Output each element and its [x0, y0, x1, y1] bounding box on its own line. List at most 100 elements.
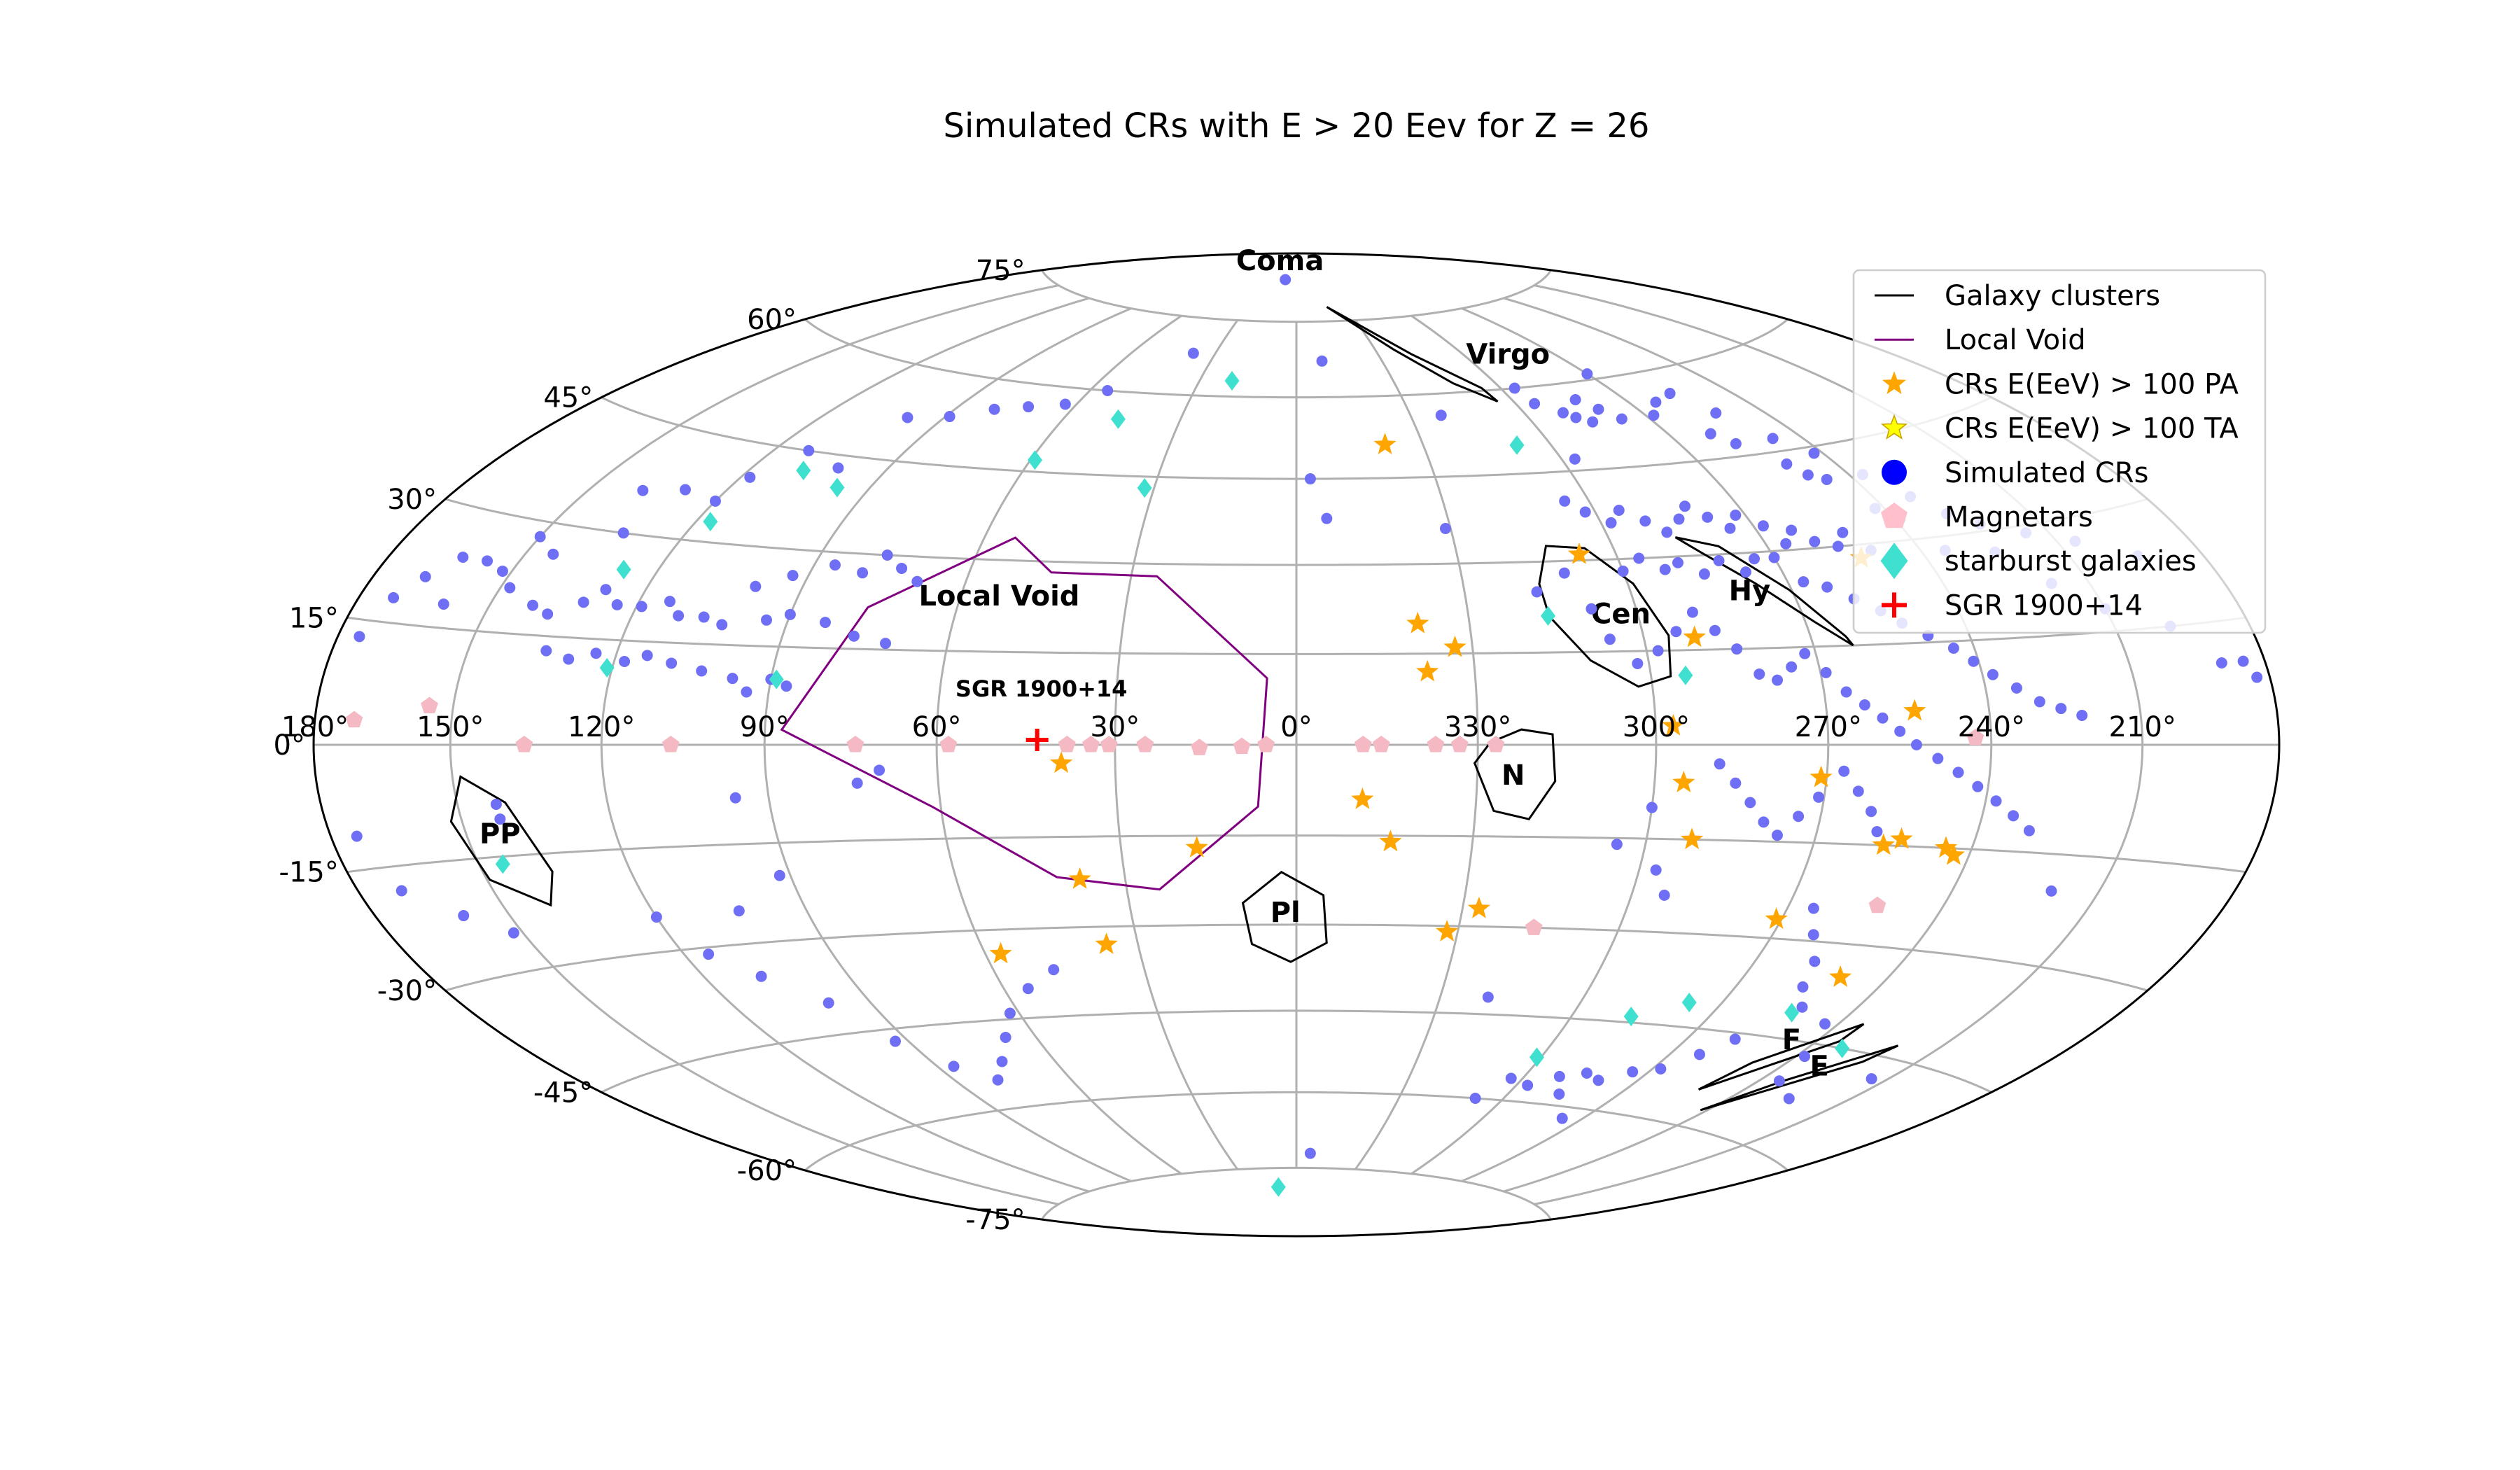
simulated-cr-point	[716, 619, 728, 631]
latitude-tick-label: -75°	[965, 1204, 1025, 1236]
simulated-cr-point	[709, 495, 721, 507]
simulated-cr-point	[590, 648, 602, 659]
simulated-cr-point	[507, 927, 519, 939]
cr-pa-point	[1049, 751, 1073, 774]
latitude-tick-label: -15°	[279, 857, 338, 889]
simulated-cr-point	[1646, 802, 1658, 813]
simulated-cr-point	[1639, 515, 1651, 527]
grid-meridian	[763, 307, 1132, 1182]
simulated-cr-point	[611, 598, 623, 610]
simulated-cr-point	[780, 680, 792, 692]
cr-pa-point	[1942, 843, 1965, 865]
simulated-cr-point	[1658, 889, 1670, 901]
simulated-cr-point	[1932, 752, 1944, 764]
legend-entry: Magnetars	[1881, 501, 2093, 533]
grid-meridian	[1461, 307, 1830, 1182]
simulated-cr-point	[822, 997, 834, 1009]
simulated-cr-point	[1871, 826, 1883, 838]
magnetar-point	[662, 736, 680, 752]
legend-entry: Simulated CRs	[1882, 457, 2148, 489]
latitude-tick-label: -60°	[737, 1155, 797, 1187]
magnetar-point	[1136, 736, 1154, 752]
simulated-cr-point	[2023, 825, 2035, 836]
starburst-galaxy-point	[1623, 1007, 1639, 1027]
simulated-cr-point	[1505, 1072, 1517, 1084]
simulated-cr-point	[832, 462, 844, 474]
magnetar-point	[1372, 736, 1390, 752]
longitude-tick-label: 330°	[1444, 711, 1511, 743]
legend-entry: CRs E(EeV) > 100 PA	[1882, 368, 2239, 400]
starburst-galaxy-point	[1027, 450, 1042, 470]
simulated-cr-point	[1730, 777, 1742, 789]
simulated-cr-point	[879, 638, 891, 650]
cr-pa-point	[1890, 827, 1913, 849]
simulated-cr-point	[1553, 1088, 1565, 1100]
cluster-outline	[1538, 545, 1672, 688]
magnetar-point	[846, 736, 864, 752]
cluster-label: Hy	[1729, 575, 1771, 607]
starburst-galaxy-point	[1678, 665, 1693, 685]
legend-diamond-swatch	[1880, 542, 1908, 580]
simulated-cr-point	[1187, 347, 1199, 359]
simulated-cr-point	[641, 650, 653, 662]
cr-pa-point	[1185, 836, 1208, 858]
simulated-cr-point	[1852, 785, 1864, 797]
simulated-cr-point	[1304, 473, 1316, 485]
simulated-cr-point	[1004, 1007, 1016, 1019]
legend-entry: Galaxy clusters	[1875, 280, 2160, 312]
cluster-label: F	[1782, 1024, 1801, 1056]
magnetar-point	[421, 696, 438, 713]
simulated-cr-point	[1698, 568, 1710, 580]
simulated-cr-point	[1783, 1093, 1795, 1105]
longitude-tick-label: 0°	[1280, 711, 1312, 743]
simulated-cr-point	[1664, 388, 1676, 400]
simulated-cr-point	[874, 764, 886, 776]
simulated-cr-point	[803, 444, 815, 456]
longitude-tick-label: 120°	[568, 711, 635, 743]
magnetar-point	[939, 736, 958, 752]
simulated-cr-point	[1802, 469, 1814, 481]
simulated-cr-point	[1102, 384, 1114, 396]
legend-label: CRs E(EeV) > 100 PA	[1945, 368, 2239, 400]
simulated-cr-point	[1807, 929, 1819, 941]
simulated-cr-point	[1972, 780, 1984, 792]
simulated-cr-point	[829, 559, 841, 571]
starburst-galaxy-point	[769, 669, 784, 690]
simulated-cr-point	[1990, 795, 2002, 807]
simulated-cr-point	[848, 630, 860, 642]
simulated-cr-point	[1758, 816, 1770, 828]
simulated-cr-point	[1679, 500, 1690, 512]
simulated-cr-point	[1865, 1073, 1877, 1085]
simulated-cr-point	[1469, 1092, 1481, 1104]
longitude-tick-label: 150°	[416, 711, 484, 743]
simulated-cr-point	[1819, 1018, 1831, 1030]
simulated-cr-point	[733, 905, 745, 917]
sgr-marker	[1026, 728, 1049, 751]
cr-pa-point	[1351, 788, 1374, 809]
simulated-cr-point	[1508, 382, 1520, 394]
longitude-tick-label: 180°	[281, 711, 349, 743]
magnetar-point	[1868, 896, 1886, 913]
simulated-cr-point	[490, 798, 502, 810]
grid-meridian	[1410, 314, 1658, 1175]
simulated-cr-point	[2076, 709, 2088, 721]
legend-label: Simulated CRs	[1945, 457, 2148, 489]
grid-meridian	[1503, 297, 1993, 1193]
grid-meridian	[449, 284, 1059, 1205]
legend-pentagon-swatch	[1881, 503, 1907, 528]
cr-pa-point	[1872, 833, 1895, 855]
local-void-label: Local Void	[919, 580, 1080, 612]
starburst-galaxy-point	[1540, 606, 1555, 626]
magnetar-point	[1082, 736, 1100, 752]
simulated-cr-point	[1556, 1112, 1568, 1124]
legend-star-swatch	[1880, 414, 1908, 440]
simulated-cr-point	[1798, 576, 1809, 588]
simulated-cr-point	[1655, 1063, 1667, 1074]
simulated-cr-point	[1730, 438, 1742, 449]
simulated-cr-point	[563, 653, 575, 665]
cr-pa-point	[1436, 920, 1459, 941]
longitude-tick-label: 30°	[1090, 711, 1140, 743]
simulated-cr-point	[1670, 626, 1682, 638]
simulated-cr-point	[2045, 885, 2057, 897]
